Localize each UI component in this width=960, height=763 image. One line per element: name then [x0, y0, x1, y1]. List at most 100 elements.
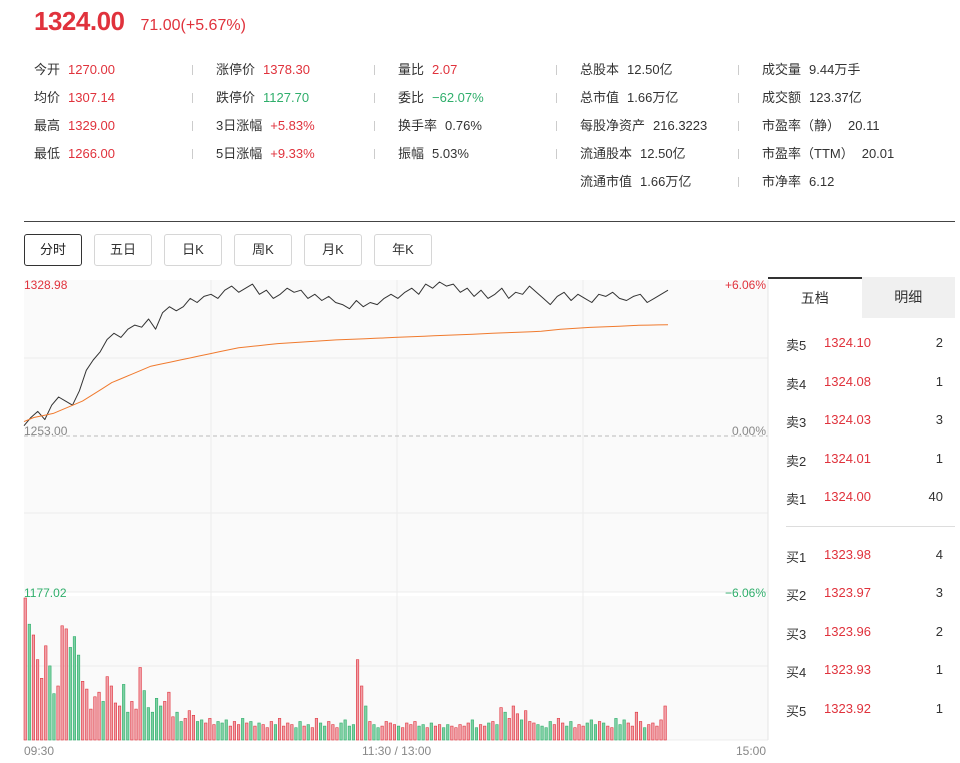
volume-bar	[585, 722, 589, 741]
stat-item: 成交量 9.44万手	[762, 60, 894, 88]
volume-bar	[413, 721, 417, 741]
volume-bar	[561, 722, 565, 741]
volume-bar	[364, 705, 368, 741]
volume-bar	[417, 725, 421, 741]
volume-bar	[458, 724, 462, 741]
section-divider	[24, 221, 955, 222]
time-mid-label: 11:30 / 13:00	[362, 744, 432, 758]
order-price: 1323.97	[824, 585, 871, 600]
separator	[374, 121, 375, 131]
volume-bar	[643, 727, 647, 741]
volume-bar	[421, 724, 425, 741]
volume-bar	[77, 654, 81, 741]
stat-item: 流通股本 12.50亿	[580, 144, 707, 172]
volume-bar	[286, 722, 290, 741]
volume-bar	[105, 676, 109, 741]
order-row: 卖2 1324.01 1	[768, 440, 955, 479]
stat-label: 市净率	[762, 174, 802, 189]
volume-bar	[237, 724, 241, 741]
pct-low-label: −6.06%	[724, 586, 766, 600]
stat-label: 最低	[34, 146, 61, 161]
stat-item: 流通市值 1.66万亿	[580, 172, 707, 200]
stat-item: 涨停价 1378.30	[216, 60, 315, 88]
volume-bar	[212, 724, 216, 741]
book-divider	[786, 525, 955, 527]
stat-label: 总股本	[580, 62, 620, 77]
volume-bar	[277, 718, 282, 741]
volume-bar	[171, 716, 175, 741]
order-row: 卖3 1324.03 3	[768, 401, 955, 440]
order-price: 1324.01	[824, 450, 871, 466]
order-row: 卖4 1324.08 1	[768, 363, 955, 402]
volume-bar	[392, 724, 397, 741]
volume-bar	[651, 722, 655, 741]
tab-daily-k[interactable]: 日K	[164, 234, 222, 266]
stat-item: 最低 1266.00	[34, 144, 115, 172]
order-level-label: 买3	[786, 626, 807, 642]
tab-five-levels[interactable]: 五档	[768, 277, 862, 318]
order-price: 1323.93	[824, 662, 871, 677]
volume-bar	[593, 724, 598, 741]
volume-bar	[273, 724, 278, 741]
stat-item: 总市值 1.66万亿	[580, 88, 707, 116]
volume-bar	[483, 725, 487, 741]
order-level-label: 买5	[786, 703, 807, 719]
separator	[738, 93, 739, 103]
volume-bar	[249, 721, 253, 741]
stat-item: 委比 −62.07%	[398, 88, 484, 116]
stat-value: 9.44万手	[809, 62, 861, 77]
price-low-label: 1177.02	[24, 586, 67, 600]
order-row: 买1 1323.98 4	[768, 536, 955, 575]
volume-bar	[606, 725, 610, 741]
separator	[192, 65, 193, 75]
quote-header: 1324.00 71.00(+5.67%)	[34, 6, 246, 40]
order-quantity: 1	[935, 662, 943, 677]
volume-bar	[335, 727, 339, 741]
separator	[738, 121, 739, 131]
volume-bar	[552, 724, 556, 741]
tab-intraday[interactable]: 分时	[24, 234, 82, 266]
order-quantity: 2	[935, 623, 943, 639]
volume-bar	[663, 705, 667, 741]
volume-bar	[134, 708, 138, 741]
order-level-label: 卖2	[786, 453, 807, 469]
stat-value: 1.66万亿	[627, 90, 679, 105]
volume-bar	[327, 721, 331, 741]
volume-bar	[351, 724, 356, 741]
stat-value: 216.3223	[653, 118, 708, 133]
intraday-chart[interactable]: 1328.98 +6.06% 1253.00 0.00% 1177.02 −6.…	[0, 276, 770, 763]
volume-bar	[232, 721, 236, 741]
volume-bar	[200, 719, 204, 741]
tab-details[interactable]: 明细	[861, 277, 955, 318]
stat-label: 今开	[34, 62, 61, 77]
volume-bar	[27, 623, 31, 741]
stats-col-5: 成交量 9.44万手 成交额 123.37亿 市盈率（静） 20.11 市盈率（TTM） 20…	[762, 60, 894, 200]
tab-yearly-k[interactable]: 年K	[374, 234, 432, 266]
volume-bar	[253, 725, 257, 741]
tab-monthly-k[interactable]: 月K	[304, 234, 362, 266]
volume-bar	[437, 724, 442, 741]
stat-label: 3日涨幅	[216, 118, 263, 133]
volume-bar	[122, 684, 126, 741]
order-price: 1323.92	[824, 700, 871, 716]
volume-bar	[72, 636, 76, 741]
volume-bar	[216, 721, 220, 741]
volume-bar	[302, 725, 306, 741]
order-price: 1323.98	[824, 546, 871, 562]
volume-bar	[323, 725, 327, 741]
stat-item: 5日涨幅 +9.33%	[216, 144, 315, 172]
stat-label: 委比	[398, 90, 425, 105]
volume-bar	[68, 647, 72, 741]
volume-bar	[118, 705, 122, 741]
stat-label: 流通股本	[580, 146, 633, 161]
tab-five-day[interactable]: 五日	[94, 234, 152, 266]
tab-weekly-k[interactable]: 周K	[234, 234, 292, 266]
volume-bar	[355, 659, 360, 741]
volume-bar	[298, 721, 302, 741]
stat-value: 20.01	[861, 146, 895, 161]
separator	[738, 177, 739, 187]
volume-bar	[540, 725, 544, 741]
stat-value: 6.12	[809, 174, 835, 189]
stat-label: 市盈率（TTM）	[762, 146, 854, 161]
volume-bar	[565, 725, 569, 741]
